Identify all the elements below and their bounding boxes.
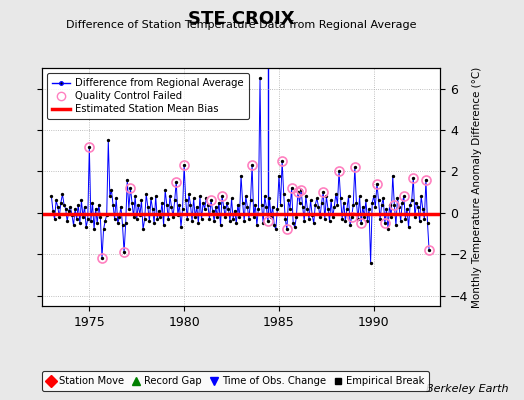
- Legend: Difference from Regional Average, Quality Control Failed, Estimated Station Mean: Difference from Regional Average, Qualit…: [47, 73, 248, 119]
- Legend: Station Move, Record Gap, Time of Obs. Change, Empirical Break: Station Move, Record Gap, Time of Obs. C…: [42, 371, 430, 391]
- Text: Difference of Station Temperature Data from Regional Average: Difference of Station Temperature Data f…: [66, 20, 416, 30]
- Y-axis label: Monthly Temperature Anomaly Difference (°C): Monthly Temperature Anomaly Difference (…: [473, 66, 483, 308]
- Text: STE CROIX: STE CROIX: [188, 10, 294, 28]
- Text: Berkeley Earth: Berkeley Earth: [426, 384, 508, 394]
